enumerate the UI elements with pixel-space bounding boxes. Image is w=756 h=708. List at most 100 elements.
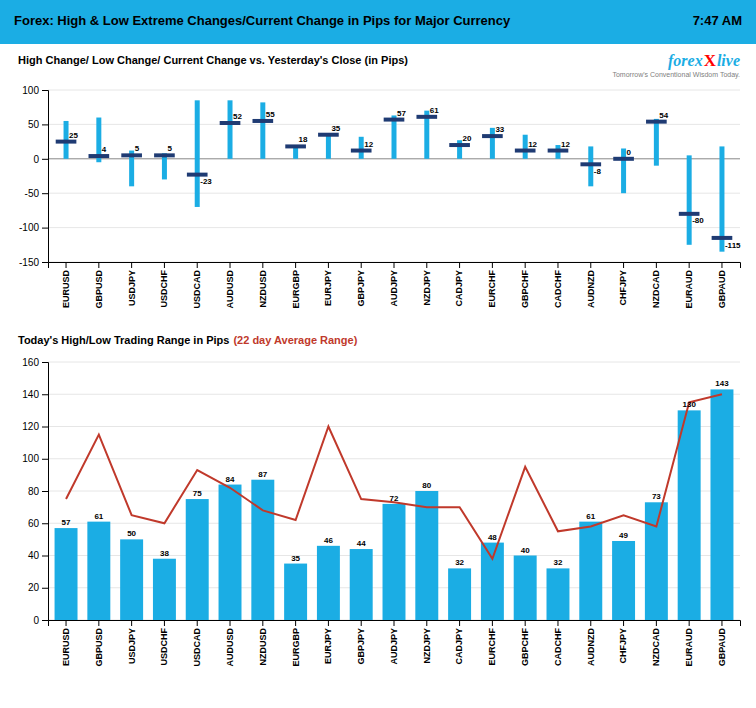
current-tick xyxy=(56,140,77,144)
y-tick-mark xyxy=(42,228,48,229)
bar xyxy=(645,502,668,620)
marks xyxy=(56,100,733,251)
chart-title: Today's High/Low Trading Range in Pips xyxy=(18,334,229,346)
y-tick-mark xyxy=(42,491,48,492)
data-label: 73 xyxy=(652,492,661,501)
y-tick-label: 160 xyxy=(22,357,39,368)
x-tick-mark xyxy=(525,620,526,626)
x-tick: NZDUSD xyxy=(258,620,268,666)
y-tick: 20 xyxy=(28,582,48,593)
x-axis-line xyxy=(49,621,741,627)
grid-line xyxy=(48,394,740,395)
y-tick-label: 0 xyxy=(33,154,39,165)
x-tick-mark xyxy=(689,262,690,268)
y-tick-label: 100 xyxy=(22,85,39,96)
y-tick: 60 xyxy=(28,518,48,529)
data-label: 72 xyxy=(390,494,399,503)
data-label: 32 xyxy=(455,558,464,567)
x-tick-mark xyxy=(262,262,263,268)
x-tick-mark xyxy=(590,620,591,626)
bar xyxy=(547,568,570,620)
data-label: 61 xyxy=(94,512,103,521)
y-tick-label: 0 xyxy=(33,615,39,626)
bar xyxy=(514,556,537,621)
x-tick-label: GBPAUD xyxy=(717,628,727,667)
x-tick-label: EURAUD xyxy=(684,628,694,667)
data-label: 5 xyxy=(135,144,140,153)
y-tick-mark xyxy=(42,394,48,395)
y-tick: 100 xyxy=(22,85,48,96)
range-line xyxy=(719,146,724,251)
range-line xyxy=(654,119,659,166)
data-label: 33 xyxy=(495,125,504,134)
current-tick xyxy=(384,118,405,122)
data-label: 20 xyxy=(463,134,472,143)
x-tick: EURUSD xyxy=(61,262,71,308)
data-labels: 5761503875848735464472803248403261497313… xyxy=(62,379,730,567)
x-tick: NZDCAD xyxy=(651,620,661,666)
x-tick-mark xyxy=(328,262,329,268)
x-tick-label: EURUSD xyxy=(61,270,71,309)
x-tick-label: EURJPY xyxy=(323,628,333,664)
x-tick-mark xyxy=(656,620,657,626)
data-label: 46 xyxy=(324,536,333,545)
y-tick-mark xyxy=(42,459,48,460)
data-label: 75 xyxy=(193,489,202,498)
x-tick-mark xyxy=(295,620,296,626)
x-tick-label: EURCHF xyxy=(487,627,497,665)
x-tick-mark xyxy=(623,620,624,626)
x-tick: USDJPY xyxy=(127,262,137,306)
y-tick: 140 xyxy=(22,389,48,400)
x-tick-label: EURAUD xyxy=(684,270,694,309)
y-tick-mark xyxy=(42,262,48,263)
range-line xyxy=(195,100,200,207)
data-label: -115 xyxy=(725,241,741,250)
grid-line xyxy=(48,491,740,492)
current-tick xyxy=(482,134,503,138)
marks xyxy=(55,389,734,620)
x-tick: AUDUSD xyxy=(225,262,235,309)
x-tick: AUDJPY xyxy=(389,262,399,307)
x-axis: EURUSDGBPUSDUSDJPYUSDCHFUSDCADAUDUSDNZDU… xyxy=(49,262,741,309)
bar xyxy=(219,485,242,620)
x-tick: GBPCHF xyxy=(520,620,530,666)
y-tick-label: -50 xyxy=(25,188,40,199)
current-tick xyxy=(121,153,142,157)
data-label: 61 xyxy=(586,512,595,521)
x-tick-label: USDCAD xyxy=(192,628,202,667)
x-tick: EURJPY xyxy=(323,620,333,664)
bar xyxy=(612,541,635,620)
data-label: 12 xyxy=(528,140,537,149)
x-tick: EURJPY xyxy=(323,262,333,306)
x-tick: EURUSD xyxy=(61,620,71,666)
x-tick-label: CADJPY xyxy=(454,270,464,307)
x-tick: USDJPY xyxy=(127,620,137,664)
x-tick-mark xyxy=(525,262,526,268)
y-tick: -150 xyxy=(19,257,48,268)
data-label: 35 xyxy=(291,554,300,563)
current-tick xyxy=(416,115,437,119)
grid-line xyxy=(48,227,740,228)
x-tick-mark xyxy=(721,262,722,268)
range-line xyxy=(687,155,692,244)
y-tick-mark xyxy=(42,588,48,589)
x-tick: USDCHF xyxy=(159,262,169,308)
bar xyxy=(710,389,733,620)
header-title: Forex: High & Low Extreme Changes/Curren… xyxy=(14,13,511,28)
data-label: 80 xyxy=(422,481,431,490)
grid xyxy=(48,362,740,620)
x-tick: GBPJPY xyxy=(356,620,366,665)
x-tick-label: CADCHF xyxy=(553,628,563,666)
x-tick: AUDNZD xyxy=(586,620,596,666)
y-tick-mark xyxy=(42,193,48,194)
x-tick-mark xyxy=(230,262,231,268)
chart-range: -150-100-50050100EURUSDGBPUSDUSDJPYUSDCH… xyxy=(18,51,741,309)
x-tick-mark xyxy=(230,620,231,626)
data-label: 5 xyxy=(167,144,172,153)
x-tick: NZDJPY xyxy=(422,262,432,306)
data-label: -8 xyxy=(594,167,602,176)
x-tick: CHFJPY xyxy=(618,620,628,664)
x-tick-label: AUDUSD xyxy=(225,270,235,309)
x-axis: EURUSDGBPUSDUSDJPYUSDCHFUSDCADAUDUSDNZDU… xyxy=(49,620,741,667)
x-tick-label: AUDUSD xyxy=(225,628,235,667)
